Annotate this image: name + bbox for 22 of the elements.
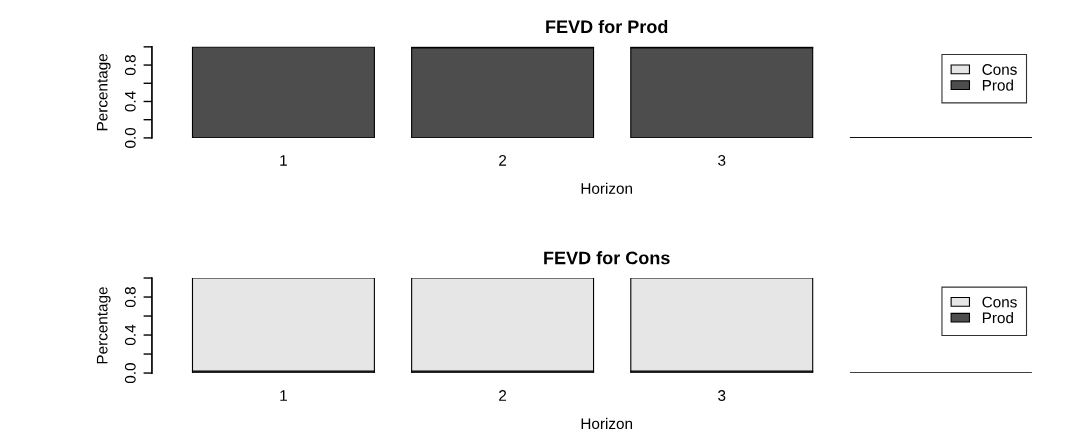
x-tick-label: 2: [499, 390, 507, 401]
x-tick-label: 3: [718, 390, 726, 401]
y-tick-label: 0.8: [124, 55, 136, 76]
y-axis-title: Percentage: [96, 53, 111, 131]
y-tick-label: 0.0: [124, 363, 136, 384]
y-axis-title: Percentage: [96, 287, 111, 364]
x-tick-label: 3: [718, 154, 726, 166]
y-tick-label: 0.4: [124, 91, 136, 112]
x-axis-title: Horizon: [581, 182, 633, 194]
x-tick-label: 2: [499, 154, 507, 166]
legend-label: Cons: [982, 64, 1017, 75]
x-axis-title: Horizon: [581, 417, 633, 430]
chart-title: FEVD for Cons: [544, 251, 670, 265]
y-tick-label: 0.0: [124, 127, 136, 148]
y-tick-label: 0.4: [124, 324, 136, 346]
legend-label: Prod: [982, 312, 1013, 324]
legend-label: Cons: [982, 296, 1017, 308]
legend-label: Prod: [982, 79, 1013, 91]
y-tick-label: 0.8: [124, 287, 136, 308]
x-tick-label: 1: [280, 155, 287, 166]
chart-title: FEVD for Prod: [546, 19, 668, 34]
x-tick-label: 1: [280, 390, 287, 401]
